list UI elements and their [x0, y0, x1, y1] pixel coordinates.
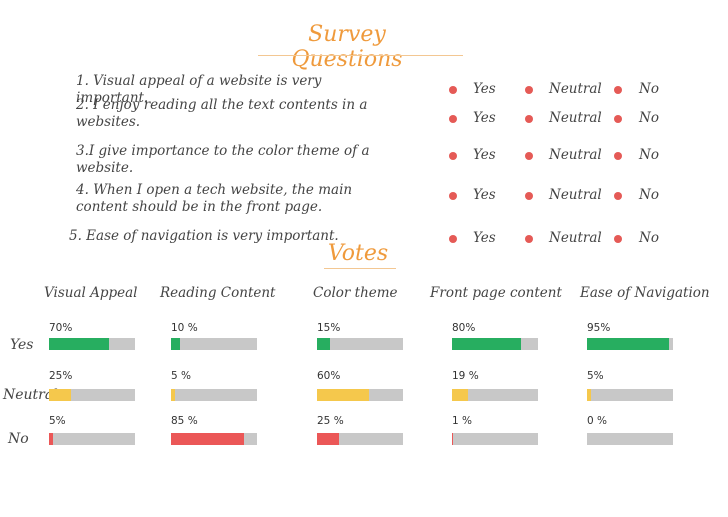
vote-bar-track: [49, 389, 135, 401]
vote-bar-track: [49, 338, 135, 350]
option-label-yes[interactable]: Yes: [473, 187, 496, 203]
vote-bar-track: [171, 389, 257, 401]
option-dot-yes[interactable]: [449, 86, 457, 94]
vote-bar-fill-neutral: [587, 389, 592, 401]
question-3: 3.I give importance to the color theme o…: [76, 143, 370, 176]
vote-bar-fill-no: [452, 433, 453, 445]
option-label-no[interactable]: No: [639, 187, 659, 203]
vote-bar-track: [49, 433, 135, 445]
option-dot-yes[interactable]: [449, 192, 457, 200]
row-label-no: No: [8, 431, 29, 447]
option-dot-no[interactable]: [614, 115, 622, 123]
option-label-no[interactable]: No: [639, 230, 659, 246]
vote-bar-track: [587, 338, 673, 350]
option-label-neutral[interactable]: Neutral: [549, 230, 602, 246]
vote-percent-label: 70%: [49, 322, 73, 334]
vote-bar-fill-yes: [452, 338, 521, 350]
vote-bar-track: [587, 433, 673, 445]
vote-percent-label: 5 %: [171, 370, 191, 382]
option-dot-no[interactable]: [614, 86, 622, 94]
vote-bar-fill-neutral: [452, 389, 469, 401]
question-5: 5. Ease of navigation is very important.: [69, 228, 339, 244]
option-label-neutral[interactable]: Neutral: [549, 147, 602, 163]
vote-bar-fill-yes: [317, 338, 330, 350]
vote-bar-track: [317, 389, 403, 401]
vote-bar-fill-no: [49, 433, 54, 445]
option-label-no[interactable]: No: [639, 110, 659, 126]
vote-bar-track: [171, 433, 257, 445]
option-dot-yes[interactable]: [449, 115, 457, 123]
survey-title: Survey Questions: [291, 22, 403, 72]
vote-percent-label: 0 %: [587, 415, 607, 427]
option-dot-no[interactable]: [614, 192, 622, 200]
option-label-neutral[interactable]: Neutral: [549, 187, 602, 203]
option-dot-yes[interactable]: [449, 152, 457, 160]
option-dot-neutral[interactable]: [525, 115, 533, 123]
option-label-yes[interactable]: Yes: [473, 230, 496, 246]
vote-bar-track: [317, 338, 403, 350]
column-header: Color theme: [313, 285, 398, 301]
vote-bar-track: [452, 389, 538, 401]
vote-bar-track: [452, 338, 538, 350]
votes-title: Votes: [327, 241, 389, 266]
question-4: 4. When I open a tech website, the main …: [76, 182, 353, 215]
column-header: Front page content: [430, 285, 562, 301]
vote-percent-label: 80%: [452, 322, 476, 334]
vote-percent-label: 5%: [49, 415, 66, 427]
row-label-neutral: Neutral: [3, 387, 58, 403]
vote-percent-label: 60%: [317, 370, 341, 382]
vote-percent-label: 95%: [587, 322, 611, 334]
vote-bar-track: [452, 433, 538, 445]
question-1: 1. Visual appeal of a website is very im…: [76, 73, 322, 106]
vote-bar-track: [587, 389, 673, 401]
vote-percent-label: 25 %: [317, 415, 344, 427]
option-label-yes[interactable]: Yes: [473, 110, 496, 126]
option-label-no[interactable]: No: [639, 81, 659, 97]
vote-percent-label: 15%: [317, 322, 341, 334]
survey-title-underline: [258, 55, 463, 56]
votes-title-underline: [324, 268, 396, 269]
vote-percent-label: 25%: [49, 370, 73, 382]
option-dot-neutral[interactable]: [525, 192, 533, 200]
vote-percent-label: 19 %: [452, 370, 479, 382]
vote-percent-label: 10 %: [171, 322, 198, 334]
vote-bar-fill-neutral: [317, 389, 369, 401]
vote-bar-fill-yes: [171, 338, 180, 350]
vote-bar-fill-neutral: [171, 389, 176, 401]
vote-bar-fill-no: [171, 433, 245, 445]
row-label-yes: Yes: [10, 337, 34, 353]
option-label-yes[interactable]: Yes: [473, 81, 496, 97]
vote-bar-fill-yes: [587, 338, 669, 350]
option-label-no[interactable]: No: [639, 147, 659, 163]
vote-percent-label: 85 %: [171, 415, 198, 427]
option-dot-no[interactable]: [614, 152, 622, 160]
vote-bar-fill-yes: [49, 338, 110, 350]
vote-bar-fill-neutral: [49, 389, 71, 401]
vote-percent-label: 5%: [587, 370, 604, 382]
option-dot-neutral[interactable]: [525, 86, 533, 94]
option-label-neutral[interactable]: Neutral: [549, 110, 602, 126]
vote-bar-track: [317, 433, 403, 445]
option-label-neutral[interactable]: Neutral: [549, 81, 602, 97]
option-dot-no[interactable]: [614, 235, 622, 243]
option-dot-yes[interactable]: [449, 235, 457, 243]
vote-bar-fill-no: [317, 433, 339, 445]
option-dot-neutral[interactable]: [525, 152, 533, 160]
column-header: Visual Appeal: [44, 285, 138, 301]
vote-percent-label: 1 %: [452, 415, 472, 427]
option-label-yes[interactable]: Yes: [473, 147, 496, 163]
vote-bar-track: [171, 338, 257, 350]
question-2: 2. I enjoy reading all the text contents…: [76, 97, 368, 130]
column-header: Reading Content: [160, 285, 276, 301]
option-dot-neutral[interactable]: [525, 235, 533, 243]
column-header: Ease of Navigation: [580, 285, 710, 301]
